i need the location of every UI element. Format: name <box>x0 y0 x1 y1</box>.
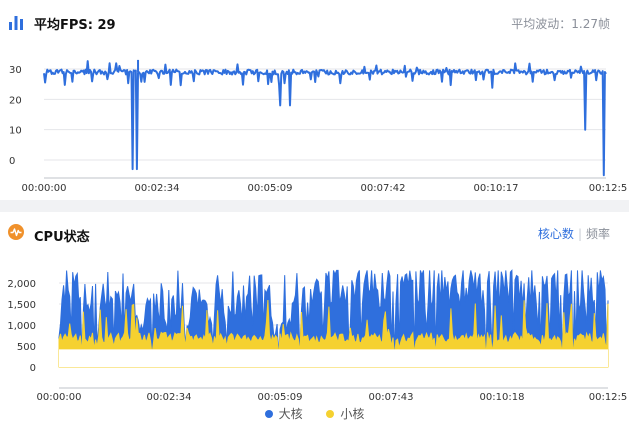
legend-label-little-core: 小核 <box>340 407 365 421</box>
legend-item-big-core[interactable]: 大核 <box>264 405 303 422</box>
bar-chart-icon <box>9 16 23 30</box>
cpu-y-tick-label: 2,000 <box>7 279 36 290</box>
cpu-x-tick-label: 00:07:43 <box>369 392 414 402</box>
avg-fluctuation: 平均波动：1.27帧 <box>511 17 610 31</box>
cpu-y-tick-label: 0 <box>30 363 36 374</box>
fps-y-tick-label: 30 <box>9 65 22 76</box>
cpu-y-tick-label: 1,000 <box>7 321 36 332</box>
cpu-low-band <box>59 349 608 367</box>
fps-y-tick-label: 20 <box>9 95 22 106</box>
cpu-panel: CPU状态 核心数 | 频率 2,000 1,500 1,000 500 0 00:00:00… <box>0 212 629 421</box>
pulse-icon <box>8 224 24 240</box>
fps-x-tick-label: 00:12:5 <box>589 183 628 194</box>
fps-x-tick-label: 00:05:09 <box>248 183 293 194</box>
fps-x-tick-label: 00:00:00 <box>22 183 67 194</box>
cpu-x-tick-label: 00:12:5 <box>589 392 628 402</box>
cpu-legend: 大核 小核 <box>0 405 629 422</box>
cpu-x-tick-label: 00:02:34 <box>147 392 192 402</box>
cpu-title: CPU状态 <box>34 230 90 245</box>
panel-separator <box>0 200 629 212</box>
cpu-x-tick-label: 00:05:09 <box>258 392 303 402</box>
fps-title: 平均FPS: 29 <box>34 14 116 33</box>
mode-divider: | <box>577 227 582 241</box>
fps-title-label: 平均FPS: <box>34 18 98 33</box>
fps-panel: 平均FPS: 29 平均波动：1.27帧 30 20 10 0 00:00:00 00:0… <box>0 0 629 200</box>
cpu-x-tick-label: 00:10:18 <box>480 392 525 402</box>
legend-dot-big-core <box>264 409 273 418</box>
fps-x-tick-label: 00:10:17 <box>474 183 519 194</box>
legend-label-big-core: 大核 <box>278 407 303 421</box>
cpu-y-tick-label: 1,500 <box>7 300 36 311</box>
mode-switch: 核心数 | 频率 <box>538 225 610 242</box>
fps-y-tick-label: 10 <box>9 126 22 137</box>
cpu-y-tick-label: 500 <box>17 342 36 353</box>
fps-y-tick-label: 0 <box>9 156 15 167</box>
cpu-chart: 2,000 1,500 1,000 500 0 00:00:00 00:02:34 00:05… <box>7 269 628 402</box>
legend-item-little-core[interactable]: 小核 <box>326 405 364 422</box>
mode-core-count-tab[interactable]: 核心数 <box>537 227 574 241</box>
cpu-x-tick-label: 00:00:00 <box>37 392 82 402</box>
mode-frequency-tab[interactable]: 频率 <box>585 227 610 241</box>
fps-header: 平均FPS: 29 平均波动：1.27帧 <box>0 0 629 44</box>
fps-x-tick-label: 00:07:42 <box>361 183 406 194</box>
legend-dot-little-core <box>326 409 335 418</box>
cpu-header: CPU状态 核心数 | 频率 <box>0 212 629 256</box>
fps-title-value: 29 <box>97 18 116 33</box>
fps-chart: 30 20 10 0 00:00:00 00:02:34 00:05:09 00:07:42 0… <box>9 59 628 194</box>
fps-x-tick-label: 00:02:34 <box>135 183 180 194</box>
fps-series-line <box>43 60 607 177</box>
